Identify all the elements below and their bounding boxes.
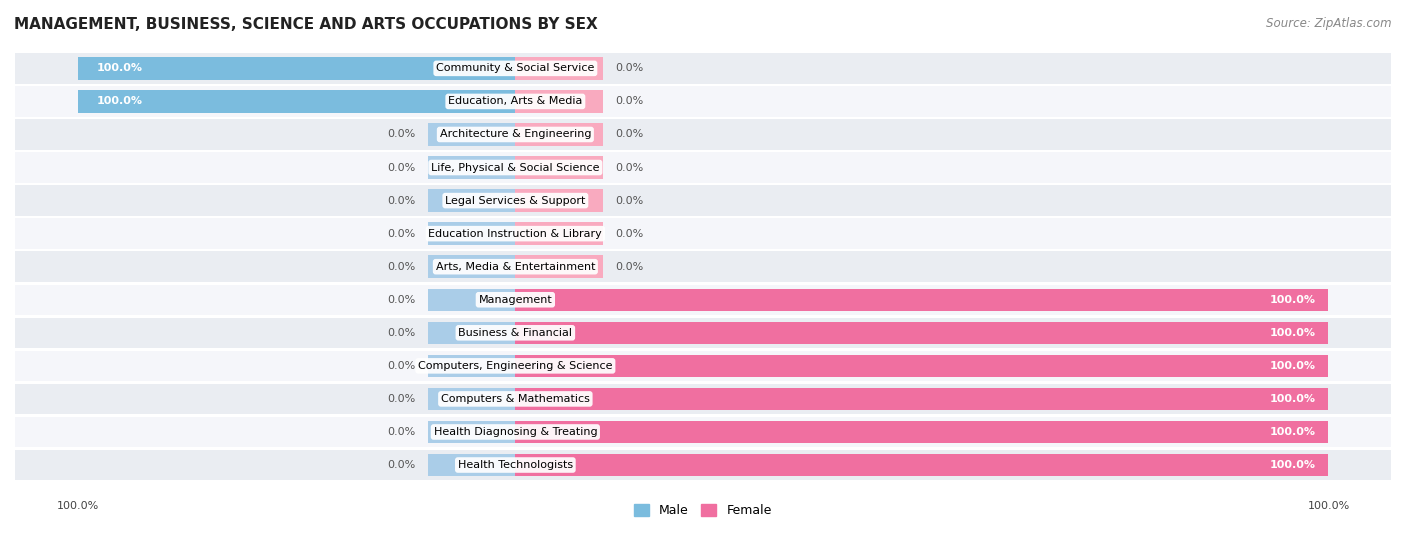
Text: 0.0%: 0.0%	[387, 163, 415, 173]
Text: 0.0%: 0.0%	[387, 196, 415, 206]
Bar	[77, 90, 516, 113]
Text: 100.0%: 100.0%	[1270, 295, 1316, 305]
Bar	[427, 222, 516, 245]
Text: 0.0%: 0.0%	[616, 163, 644, 173]
Bar	[427, 157, 516, 179]
Bar	[516, 190, 603, 212]
Text: 0.0%: 0.0%	[387, 427, 415, 437]
Text: Health Diagnosing & Treating: Health Diagnosing & Treating	[433, 427, 598, 437]
Bar	[15, 417, 1391, 447]
Text: 0.0%: 0.0%	[387, 394, 415, 404]
Bar	[15, 219, 1391, 249]
Bar	[516, 123, 603, 146]
Text: Community & Social Service: Community & Social Service	[436, 63, 595, 73]
Legend: Male, Female: Male, Female	[630, 499, 776, 522]
Text: Computers & Mathematics: Computers & Mathematics	[441, 394, 589, 404]
Text: Legal Services & Support: Legal Services & Support	[446, 196, 585, 206]
Text: Education, Arts & Media: Education, Arts & Media	[449, 96, 582, 106]
Text: 0.0%: 0.0%	[616, 96, 644, 106]
Bar	[516, 321, 1329, 344]
Text: 0.0%: 0.0%	[616, 262, 644, 272]
Bar	[516, 57, 603, 79]
Bar	[516, 90, 603, 113]
Bar	[15, 383, 1391, 414]
Text: Life, Physical & Social Science: Life, Physical & Social Science	[432, 163, 599, 173]
Text: 0.0%: 0.0%	[387, 130, 415, 140]
Bar	[15, 53, 1391, 84]
Text: 100.0%: 100.0%	[1270, 361, 1316, 371]
Text: Arts, Media & Entertainment: Arts, Media & Entertainment	[436, 262, 595, 272]
Bar	[516, 222, 603, 245]
Text: Architecture & Engineering: Architecture & Engineering	[440, 130, 591, 140]
Text: Source: ZipAtlas.com: Source: ZipAtlas.com	[1267, 17, 1392, 30]
Bar	[77, 57, 516, 79]
Text: Business & Financial: Business & Financial	[458, 328, 572, 338]
Text: Education Instruction & Library: Education Instruction & Library	[429, 229, 602, 239]
Text: 0.0%: 0.0%	[387, 262, 415, 272]
Text: 100.0%: 100.0%	[96, 96, 142, 106]
Bar	[427, 190, 516, 212]
Bar	[427, 388, 516, 410]
Bar	[15, 350, 1391, 381]
Bar	[427, 454, 516, 476]
Text: 100.0%: 100.0%	[1270, 460, 1316, 470]
Text: 100.0%: 100.0%	[1308, 501, 1350, 511]
Bar	[15, 285, 1391, 315]
Bar	[15, 252, 1391, 282]
Bar	[516, 288, 1329, 311]
Bar	[516, 157, 603, 179]
Text: 0.0%: 0.0%	[616, 130, 644, 140]
Bar	[516, 454, 1329, 476]
Text: 0.0%: 0.0%	[387, 295, 415, 305]
Text: Health Technologists: Health Technologists	[458, 460, 572, 470]
Bar	[516, 255, 603, 278]
Text: 0.0%: 0.0%	[616, 229, 644, 239]
Text: 0.0%: 0.0%	[387, 460, 415, 470]
Text: 100.0%: 100.0%	[1270, 427, 1316, 437]
Text: Computers, Engineering & Science: Computers, Engineering & Science	[418, 361, 613, 371]
Text: MANAGEMENT, BUSINESS, SCIENCE AND ARTS OCCUPATIONS BY SEX: MANAGEMENT, BUSINESS, SCIENCE AND ARTS O…	[14, 17, 598, 32]
Text: 100.0%: 100.0%	[1270, 394, 1316, 404]
Bar	[427, 123, 516, 146]
Text: 0.0%: 0.0%	[616, 196, 644, 206]
Bar	[516, 354, 1329, 377]
Bar	[427, 321, 516, 344]
Text: Management: Management	[478, 295, 553, 305]
Text: 0.0%: 0.0%	[387, 229, 415, 239]
Text: 100.0%: 100.0%	[1270, 328, 1316, 338]
Bar	[427, 255, 516, 278]
Text: 100.0%: 100.0%	[96, 63, 142, 73]
Text: 100.0%: 100.0%	[56, 501, 98, 511]
Bar	[15, 450, 1391, 480]
Bar	[516, 421, 1329, 443]
Bar	[15, 153, 1391, 183]
Bar	[15, 318, 1391, 348]
Bar	[15, 119, 1391, 150]
Bar	[516, 388, 1329, 410]
Bar	[15, 186, 1391, 216]
Text: 0.0%: 0.0%	[387, 361, 415, 371]
Bar	[427, 288, 516, 311]
Bar	[15, 86, 1391, 117]
Text: 0.0%: 0.0%	[616, 63, 644, 73]
Bar	[427, 354, 516, 377]
Text: 0.0%: 0.0%	[387, 328, 415, 338]
Bar	[427, 421, 516, 443]
